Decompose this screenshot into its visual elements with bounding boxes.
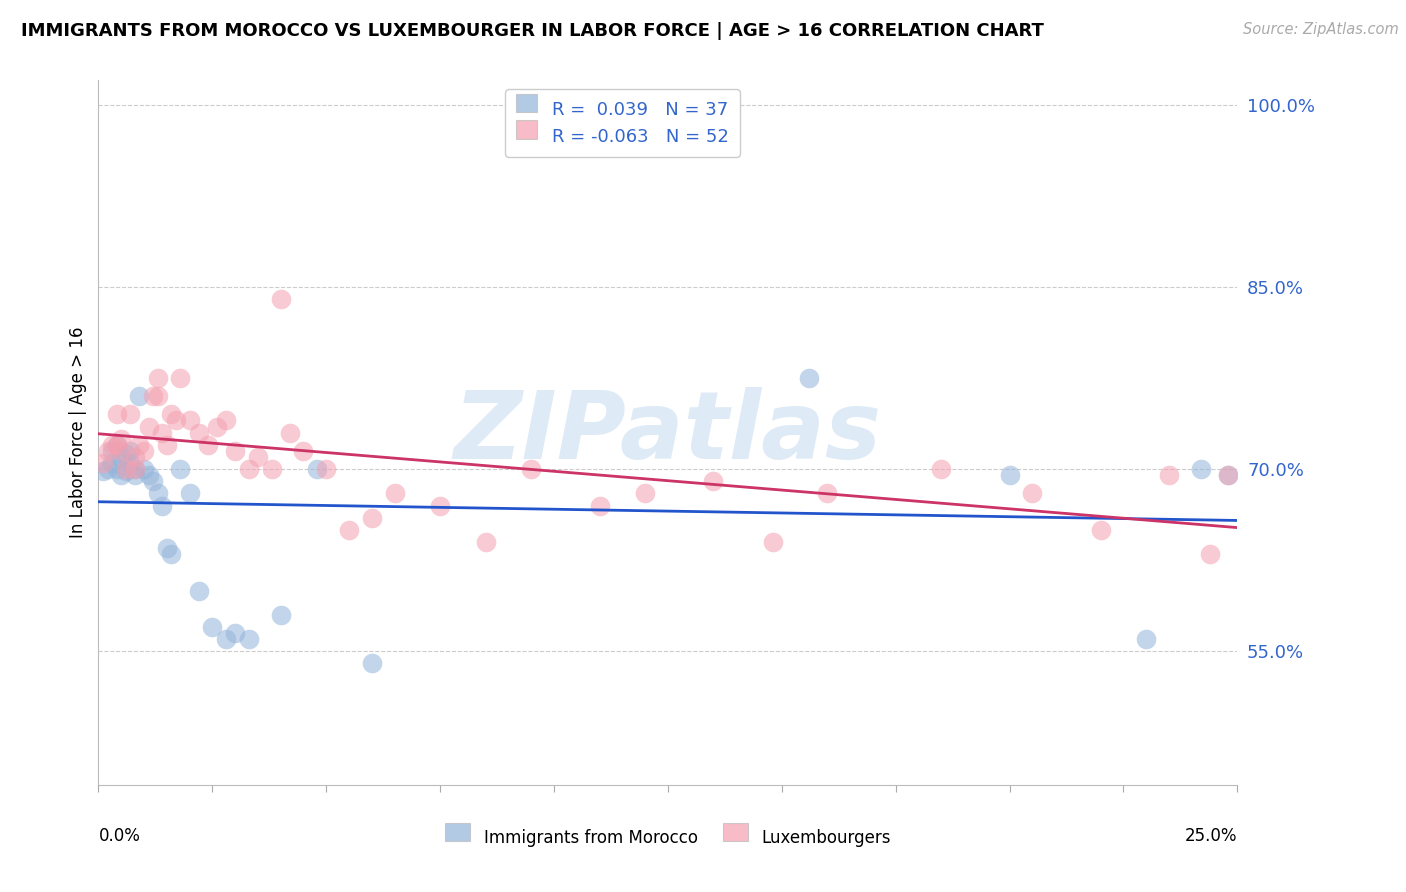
Point xyxy=(110,468,132,483)
Point xyxy=(91,456,114,470)
Point xyxy=(124,468,146,483)
Point xyxy=(278,425,301,440)
Point xyxy=(169,462,191,476)
Point xyxy=(360,510,382,524)
Point xyxy=(520,462,543,476)
Point xyxy=(160,547,183,561)
Point xyxy=(224,626,246,640)
Point xyxy=(101,443,124,458)
Point xyxy=(215,632,238,647)
Point xyxy=(169,371,191,385)
Point xyxy=(114,462,136,476)
Text: ZIPatlas: ZIPatlas xyxy=(454,386,882,479)
Point xyxy=(146,389,169,403)
Point xyxy=(1189,462,1212,476)
Point xyxy=(215,413,238,427)
Point xyxy=(120,456,142,470)
Point xyxy=(307,462,329,476)
Legend: Immigrants from Morocco, Luxembourgers: Immigrants from Morocco, Luxembourgers xyxy=(439,822,897,855)
Point xyxy=(762,535,785,549)
Point xyxy=(588,499,610,513)
Point xyxy=(197,438,219,452)
Point xyxy=(138,468,160,483)
Text: 25.0%: 25.0% xyxy=(1185,827,1237,846)
Point xyxy=(105,462,128,476)
Point xyxy=(179,413,201,427)
Point xyxy=(815,486,838,500)
Point xyxy=(142,389,165,403)
Point xyxy=(128,389,150,403)
Point xyxy=(101,438,124,452)
Point xyxy=(1021,486,1043,500)
Point xyxy=(114,448,136,462)
Point xyxy=(246,450,269,464)
Point xyxy=(270,607,292,622)
Point xyxy=(1218,468,1240,483)
Point xyxy=(156,438,179,452)
Point xyxy=(797,371,820,385)
Point xyxy=(384,486,406,500)
Point xyxy=(929,462,952,476)
Y-axis label: In Labor Force | Age > 16: In Labor Force | Age > 16 xyxy=(69,326,87,539)
Point xyxy=(146,371,169,385)
Point xyxy=(238,632,260,647)
Point xyxy=(124,462,146,476)
Point xyxy=(702,474,724,488)
Point xyxy=(110,443,132,458)
Point xyxy=(1090,523,1112,537)
Point xyxy=(1157,468,1180,483)
Point xyxy=(292,443,315,458)
Point xyxy=(120,443,142,458)
Point xyxy=(270,292,292,306)
Point xyxy=(138,419,160,434)
Point xyxy=(634,486,657,500)
Point xyxy=(1199,547,1222,561)
Point xyxy=(150,425,173,440)
Point xyxy=(105,438,128,452)
Point xyxy=(165,413,187,427)
Point xyxy=(124,450,146,464)
Text: IMMIGRANTS FROM MOROCCO VS LUXEMBOURGER IN LABOR FORCE | AGE > 16 CORRELATION CH: IMMIGRANTS FROM MOROCCO VS LUXEMBOURGER … xyxy=(21,22,1045,40)
Point xyxy=(105,408,128,422)
Point xyxy=(101,456,124,470)
Point xyxy=(474,535,496,549)
Point xyxy=(179,486,201,500)
Text: 0.0%: 0.0% xyxy=(98,827,141,846)
Point xyxy=(1218,468,1240,483)
Point xyxy=(146,486,169,500)
Point xyxy=(315,462,337,476)
Point xyxy=(114,465,136,479)
Point xyxy=(205,419,228,434)
Point xyxy=(110,450,132,464)
Point xyxy=(187,583,209,598)
Point xyxy=(201,620,224,634)
Point xyxy=(120,408,142,422)
Point xyxy=(260,462,283,476)
Point xyxy=(429,499,451,513)
Point xyxy=(105,438,128,452)
Point xyxy=(360,657,382,671)
Point xyxy=(96,462,118,476)
Point xyxy=(224,443,246,458)
Point xyxy=(124,462,146,476)
Point xyxy=(91,465,114,479)
Point xyxy=(187,425,209,440)
Point xyxy=(156,541,179,555)
Point xyxy=(337,523,360,537)
Point xyxy=(128,438,150,452)
Point xyxy=(132,462,155,476)
Point xyxy=(160,408,183,422)
Point xyxy=(142,474,165,488)
Point xyxy=(150,499,173,513)
Text: Source: ZipAtlas.com: Source: ZipAtlas.com xyxy=(1243,22,1399,37)
Point xyxy=(96,443,118,458)
Point xyxy=(1135,632,1157,647)
Point xyxy=(132,443,155,458)
Point xyxy=(998,468,1021,483)
Point xyxy=(110,432,132,446)
Point xyxy=(238,462,260,476)
